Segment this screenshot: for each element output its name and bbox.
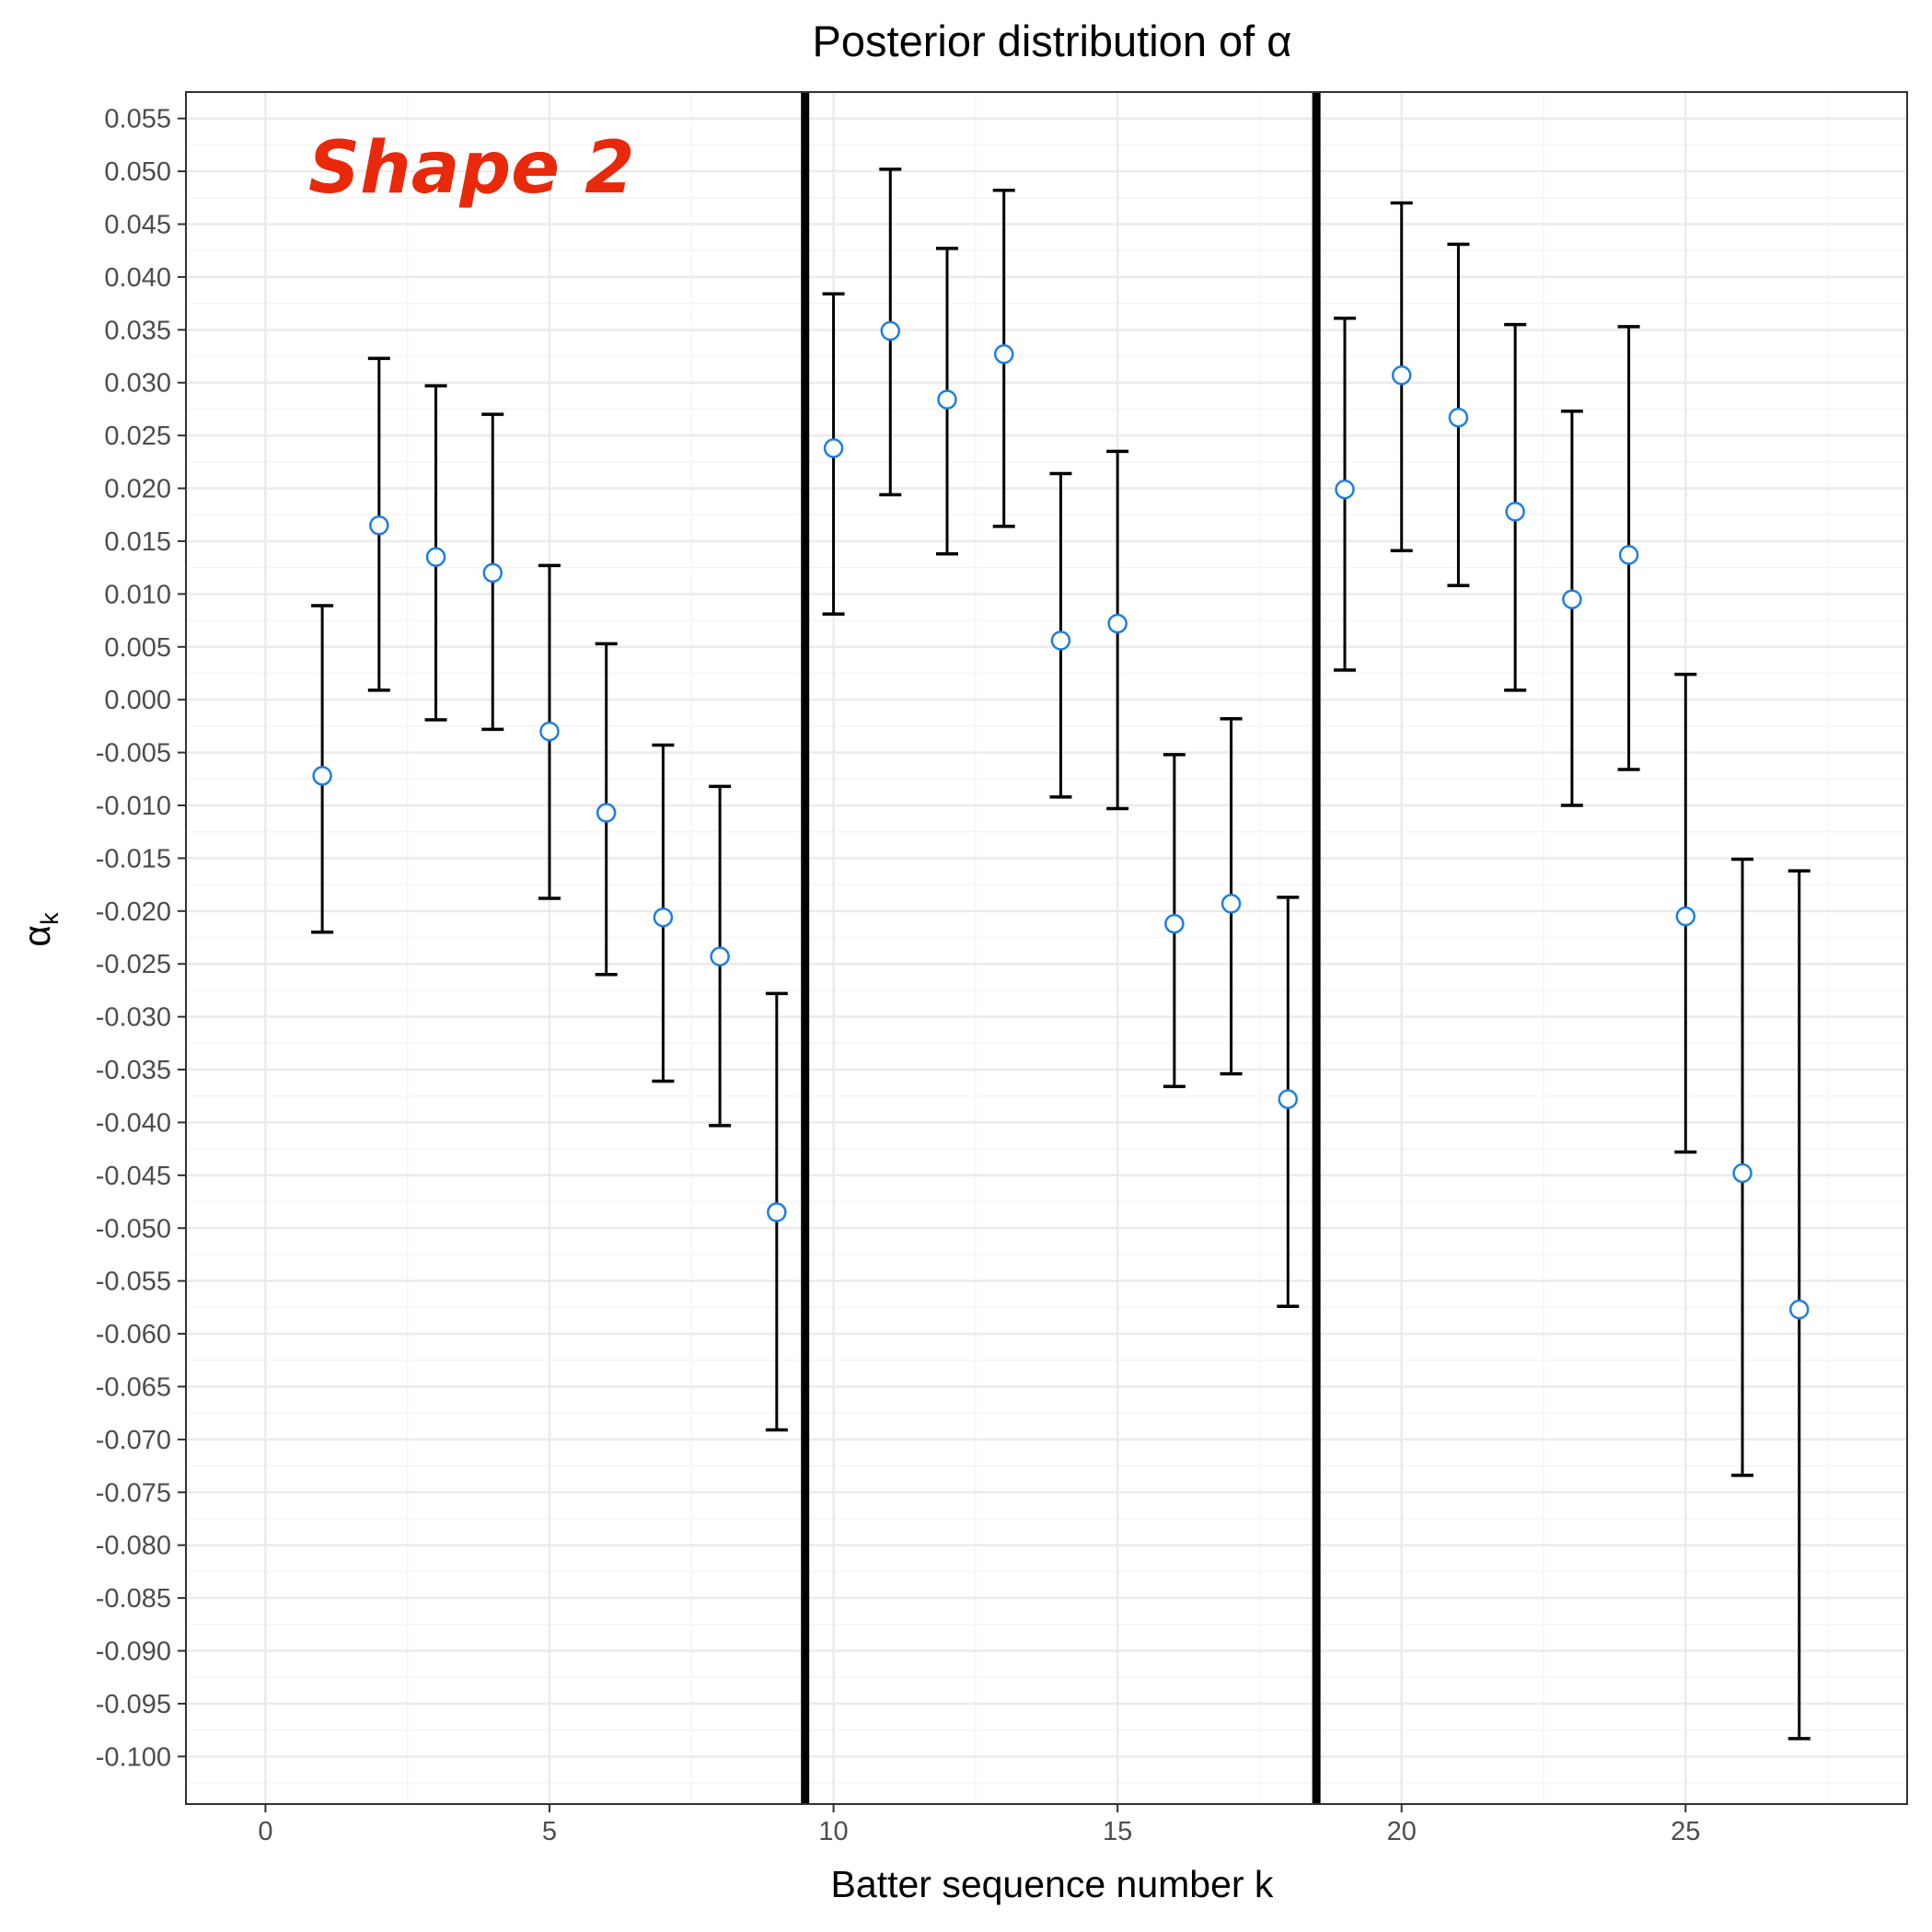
x-axis-title: Batter sequence number k [831, 1863, 1274, 1905]
chart-title: Posterior distribution of α [813, 17, 1292, 65]
y-tick-label: -0.070 [96, 1426, 171, 1455]
mean-point-13 [993, 343, 1014, 364]
y-tick-label: -0.020 [96, 897, 171, 927]
y-tick-label: -0.065 [96, 1372, 171, 1402]
y-tick-label: 0.030 [104, 369, 171, 399]
segment-divider-lines [801, 92, 1321, 1804]
x-tick-label: 15 [1103, 1817, 1132, 1846]
mean-point-11 [880, 320, 901, 341]
y-tick-label: -0.015 [96, 844, 171, 873]
mean-point-1 [312, 766, 332, 786]
y-axis-title: αk [16, 912, 64, 947]
grid-major [186, 92, 1907, 1804]
x-tick-label: 5 [542, 1817, 557, 1846]
y-tick-label: 0.015 [104, 527, 171, 557]
x-axis: 0 5 10 15 20 25 [258, 1804, 1700, 1846]
y-tick-label: -0.075 [96, 1478, 171, 1508]
mean-point-2 [369, 515, 389, 536]
y-tick-label: 0.040 [104, 263, 171, 293]
y-axis-title-subscript: k [36, 912, 64, 925]
mean-point-20 [1391, 364, 1412, 386]
mean-point-12 [937, 389, 957, 410]
x-tick-label: 25 [1671, 1817, 1700, 1846]
y-tick-label: 0.025 [104, 422, 171, 451]
mean-point-5 [539, 721, 560, 742]
y-tick-label: -0.035 [96, 1056, 171, 1085]
y-axis-title-symbol: α [16, 925, 58, 947]
y-tick-label: 0.010 [104, 580, 171, 609]
mean-point-7 [653, 907, 674, 928]
y-tick-label: 0.055 [104, 105, 171, 134]
y-tick-label: 0.005 [104, 633, 171, 663]
mean-point-3 [425, 547, 446, 567]
mean-point-19 [1335, 479, 1355, 500]
y-tick-label: 0.050 [104, 157, 171, 187]
mean-point-27 [1788, 1299, 1810, 1320]
mean-point-26 [1732, 1163, 1753, 1184]
y-tick-label: -0.060 [96, 1320, 171, 1349]
y-tick-label: -0.090 [96, 1637, 171, 1667]
y-tick-label: -0.005 [96, 739, 171, 769]
mean-point-23 [1562, 589, 1582, 609]
mean-point-17 [1221, 894, 1242, 914]
mean-point-10 [823, 438, 844, 458]
mean-point-14 [1050, 631, 1071, 651]
x-tick-label: 10 [818, 1817, 848, 1846]
y-tick-label: -0.040 [96, 1108, 171, 1138]
mean-point-18 [1278, 1089, 1299, 1109]
y-tick-label: -0.050 [96, 1214, 171, 1244]
y-tick-label: -0.025 [96, 950, 171, 979]
y-tick-label: 0.045 [104, 211, 171, 240]
y-tick-label: 0.000 [104, 686, 171, 715]
y-tick-label: -0.080 [96, 1532, 171, 1561]
y-tick-label: -0.010 [96, 792, 171, 821]
y-tick-label: -0.085 [96, 1584, 171, 1614]
panel-border [185, 91, 1908, 1805]
mean-point-24 [1618, 545, 1639, 565]
mean-point-6 [596, 803, 617, 823]
mean-point-4 [482, 562, 503, 584]
mean-point-16 [1164, 913, 1185, 934]
y-tick-label: -0.030 [96, 1003, 171, 1033]
mean-point-25 [1675, 906, 1696, 927]
mean-point-9 [767, 1202, 787, 1222]
y-tick-label: 0.035 [104, 316, 171, 345]
y-axis: 0.055 0.050 0.045 0.040 0.035 0.030 0.025 0.020… [96, 105, 186, 1772]
x-tick-label: 0 [258, 1817, 272, 1846]
mean-point-8 [710, 946, 730, 966]
mean-point-15 [1107, 613, 1128, 634]
y-tick-label: -0.095 [96, 1690, 171, 1719]
mean-point-21 [1448, 407, 1469, 428]
y-tick-label: 0.020 [104, 475, 171, 504]
x-tick-label: 20 [1387, 1817, 1417, 1846]
y-tick-label: -0.045 [96, 1162, 171, 1191]
y-tick-label: -0.100 [96, 1742, 171, 1772]
shape-annotation: Shape 2 [308, 127, 635, 210]
mean-point-22 [1505, 502, 1525, 522]
posterior-mean-points [312, 320, 1810, 1320]
y-tick-label: -0.055 [96, 1267, 171, 1297]
